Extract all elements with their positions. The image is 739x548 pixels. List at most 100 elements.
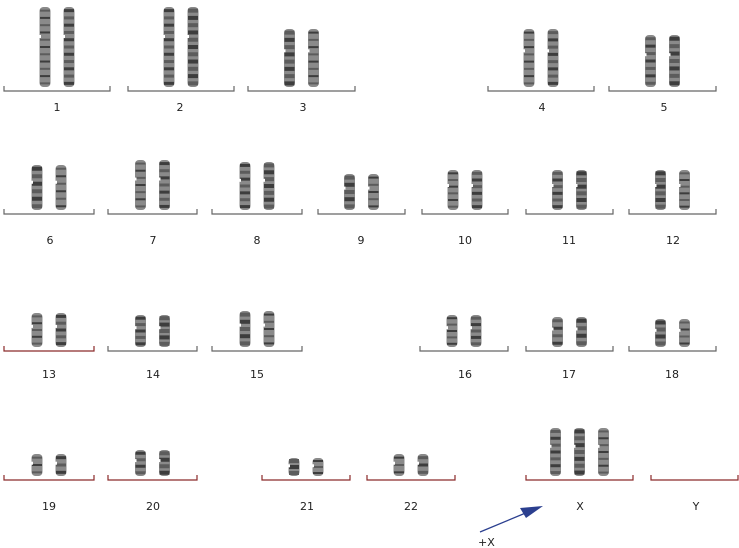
baseline-bracket [317, 209, 406, 215]
chromosome [654, 170, 666, 210]
baseline-bracket [107, 209, 198, 215]
chromosome-label: 12 [666, 234, 680, 247]
chromosome-label: 9 [358, 234, 365, 247]
baseline-bracket [421, 209, 509, 215]
chromosome-group-8: 8 [211, 162, 303, 247]
baseline-bracket [487, 86, 595, 92]
chromosome-label: 11 [562, 234, 576, 247]
chromosome [55, 454, 67, 476]
baseline-bracket [261, 475, 351, 481]
chromosome-group-20: 20 [107, 450, 198, 513]
chromosome [343, 174, 355, 210]
chromosome-group-2: 2 [127, 7, 235, 114]
baseline-bracket [211, 346, 303, 352]
chromosome [644, 35, 656, 87]
chromosome [446, 315, 458, 347]
chromosome-label: 19 [42, 500, 56, 513]
chromosome [668, 35, 680, 87]
chromosome [447, 170, 459, 210]
chromosome-group-10: 10 [421, 170, 509, 247]
chromosome-label: X [576, 500, 584, 513]
chromosome-group-7: 7 [107, 160, 198, 247]
chromosome [263, 162, 275, 210]
chromosome [163, 7, 175, 87]
chromosome [312, 458, 324, 476]
chromosome-group-21: 21 [261, 458, 351, 513]
arrow-icon [479, 511, 529, 533]
baseline-bracket [3, 346, 95, 352]
chromosome [31, 454, 43, 476]
baseline-bracket [628, 209, 717, 215]
annotation-label: +X [478, 536, 495, 548]
baseline-bracket [107, 475, 198, 481]
baseline-bracket [608, 86, 717, 92]
baseline-bracket [650, 475, 739, 481]
chromosome [158, 315, 170, 347]
chromosome-group-13: 13 [3, 313, 95, 381]
chromosome-group-6: 6 [3, 165, 95, 247]
chromosome [283, 29, 295, 87]
baseline-bracket [211, 209, 303, 215]
chromosome [239, 311, 251, 347]
chromosome [654, 319, 666, 347]
baseline-bracket [107, 346, 198, 352]
chromosome-label: 4 [539, 101, 546, 114]
chromosome [597, 428, 609, 476]
baseline-bracket [628, 346, 717, 352]
chromosome-group-15: 15 [211, 311, 303, 381]
chromosome [31, 165, 43, 210]
chromosome-label: 2 [177, 101, 184, 114]
chromosome-label: 3 [300, 101, 307, 114]
chromosome-group-22: 22 [366, 454, 456, 513]
chromosome [288, 458, 300, 476]
chromosome-label: 1 [54, 101, 61, 114]
chromosome-label: 15 [250, 368, 264, 381]
baseline-bracket [127, 86, 235, 92]
chromosome [39, 7, 51, 87]
chromosome-label: 14 [146, 368, 160, 381]
chromosome [678, 319, 690, 347]
chromosome-group-11: 11 [525, 170, 614, 247]
chromosome [575, 170, 587, 210]
baseline-bracket [247, 86, 356, 92]
chromosome-label: 5 [661, 101, 668, 114]
baseline-bracket [366, 475, 456, 481]
chromosome [551, 170, 563, 210]
chromosome-group-9: 9 [317, 174, 406, 247]
chromosome [134, 315, 146, 347]
chromosome [134, 450, 146, 476]
chromosome [575, 317, 587, 347]
chromosome [55, 165, 67, 210]
chromosome-label: 18 [665, 368, 679, 381]
chromosome-group-18: 18 [628, 319, 717, 381]
chromosome-group-17: 17 [525, 317, 614, 381]
chromosome [158, 450, 170, 476]
chromosome-label: 13 [42, 368, 56, 381]
chromosome [549, 428, 561, 476]
chromosome-label: 6 [47, 234, 54, 247]
chromosome-label: Y [692, 500, 700, 513]
chromosome [63, 7, 75, 87]
chromosome-label: 7 [150, 234, 157, 247]
chromosome-group-12: 12 [628, 170, 717, 247]
chromosome [55, 313, 67, 347]
baseline-bracket [525, 475, 634, 481]
chromosome [471, 170, 483, 210]
chromosome [551, 317, 563, 347]
chromosome [134, 160, 146, 210]
chromosome-group-4: 4 [487, 29, 595, 114]
chromosome-label: 16 [458, 368, 472, 381]
plus-x-annotation: +X [478, 506, 543, 548]
chromosome-group-x: X [525, 428, 634, 513]
baseline-bracket [525, 209, 614, 215]
chromosome-label: 21 [300, 500, 314, 513]
baseline-bracket [3, 475, 95, 481]
chromosome [547, 29, 559, 87]
chromosome-label: 22 [404, 500, 418, 513]
chromosome-label: 20 [146, 500, 160, 513]
chromosome [573, 428, 585, 476]
chromosome-group-19: 19 [3, 454, 95, 513]
chromosome-group-16: 16 [419, 315, 509, 381]
chromosome [470, 315, 482, 347]
